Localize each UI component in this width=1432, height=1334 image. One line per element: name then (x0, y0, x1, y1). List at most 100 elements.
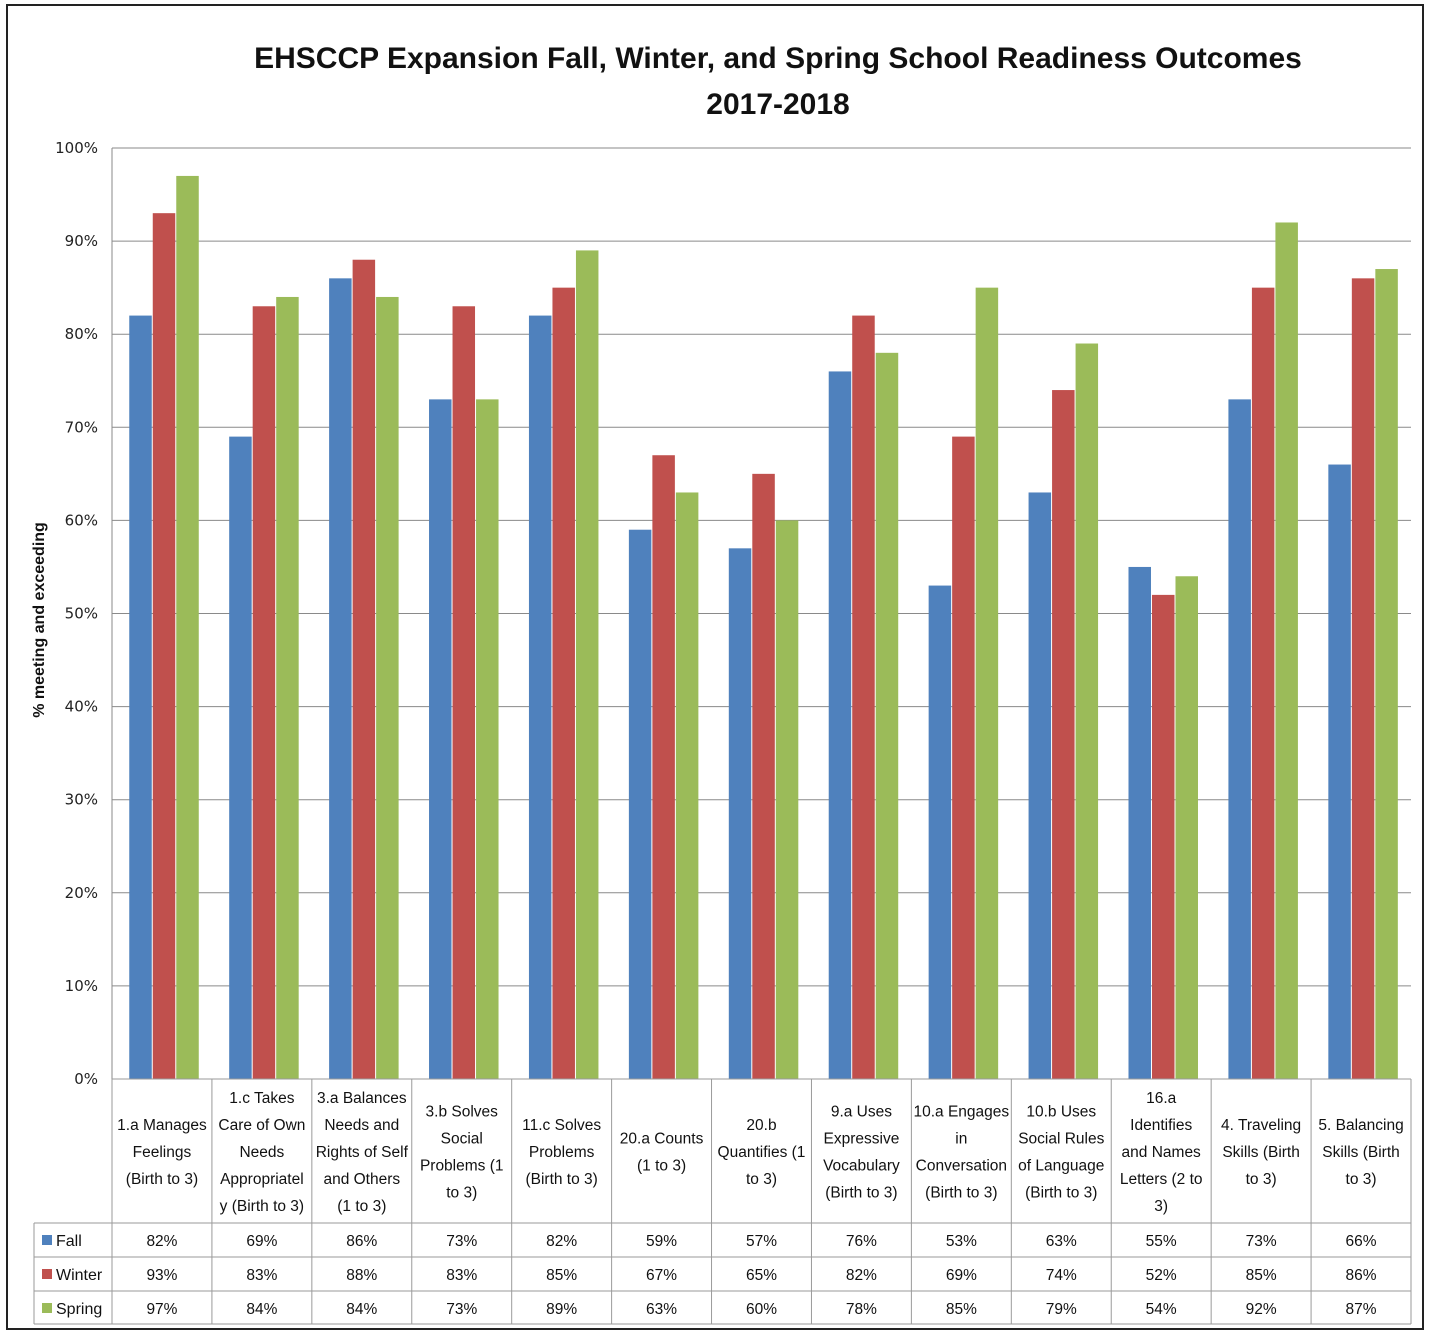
category-label-line: to 3) (746, 1171, 777, 1188)
category-label-line: Needs (239, 1144, 284, 1161)
category-label: 10.b Uses Social Rules of Language (Birth t… (1018, 1104, 1104, 1202)
bar-winter (952, 436, 975, 1079)
category-label: 11.c Solves Problems (Birth to 3) (522, 1117, 601, 1188)
y-tick-label: 50% (65, 605, 98, 623)
category-label-line: of Language (1018, 1158, 1104, 1175)
data-table-value: 82% (546, 1233, 577, 1250)
data-table-value: 65% (746, 1267, 777, 1284)
data-table-value: 84% (346, 1301, 377, 1318)
category-label: 5. Balancing Skills (Birth to 3) (1318, 1117, 1403, 1188)
bar-fall (728, 548, 752, 1079)
category-label-line: 1.a Manages (117, 1117, 207, 1134)
bar-fall (828, 371, 852, 1079)
bar-spring (476, 399, 499, 1079)
bar-spring (1275, 222, 1298, 1080)
data-table-value: 53% (946, 1233, 977, 1250)
category-label: 9.a Uses Expressive Vocabulary (Birth to 3) (823, 1104, 900, 1202)
y-tick-label: 100% (55, 139, 98, 157)
category-label-line: 20.b (746, 1117, 776, 1134)
category-label: 16.a Identifies and Names Letters (2 to 3) (1120, 1090, 1203, 1215)
category-label: 3.a Balances Needs and Rights of Self and O… (316, 1090, 409, 1215)
data-table-value: 85% (546, 1267, 577, 1284)
bar-winter (1151, 594, 1175, 1079)
category-label: 20.a Counts (1 to 3) (620, 1131, 704, 1175)
data-table-value: 74% (1046, 1267, 1077, 1284)
y-tick-label: 90% (65, 232, 98, 250)
data-table-value: 73% (446, 1233, 477, 1250)
data-table-value: 88% (346, 1267, 377, 1284)
category-label-line: 3.a Balances (317, 1090, 407, 1107)
chart-title: EHSCCP Expansion Fall, Winter, and Sprin… (254, 42, 1302, 75)
bar-winter (1351, 278, 1375, 1080)
data-table-value: 93% (146, 1267, 177, 1284)
bar-fall (129, 315, 152, 1080)
category-label: 1.c Takes Care of Own Needs Appropriatel y (… (218, 1090, 305, 1215)
bar-spring (975, 287, 999, 1079)
bar-spring (1375, 269, 1398, 1079)
data-table-value: 76% (846, 1233, 877, 1250)
category-label-line: 9.a Uses (831, 1104, 892, 1121)
category-label-line: Problems (529, 1144, 595, 1161)
y-tick-label: 60% (65, 511, 98, 529)
bar-winter (1052, 390, 1075, 1079)
bar-winter (1251, 287, 1275, 1079)
bar-winter (852, 315, 875, 1080)
data-table-value: 79% (1046, 1301, 1077, 1318)
category-label-line: to 3) (1246, 1171, 1277, 1188)
data-table-value: 83% (246, 1267, 277, 1284)
data-table-value: 84% (246, 1301, 277, 1318)
legend-key-fall (42, 1235, 52, 1245)
category-label: 10.a Engages in Conversation (Birth to 3) (914, 1104, 1010, 1202)
y-tick-label: 20% (65, 884, 98, 902)
bar-fall (628, 529, 652, 1079)
category-label-line: (Birth to 3) (925, 1185, 997, 1202)
category-label-line: Social Rules (1018, 1131, 1104, 1148)
bar-spring (1075, 343, 1099, 1079)
legend-label-fall: Fall (56, 1233, 82, 1250)
bar-fall (229, 436, 252, 1079)
bars (129, 175, 1398, 1080)
category-label-line: Quantifies (1 (718, 1144, 806, 1161)
category-label-line: 10.b Uses (1026, 1104, 1096, 1121)
data-table-value: 73% (1246, 1233, 1277, 1250)
category-label-line: Vocabulary (823, 1158, 900, 1175)
category-label: 3.b Solves Social Problems (1 to 3) (420, 1104, 504, 1202)
category-label-line: 3) (1154, 1198, 1168, 1215)
bar-winter (352, 259, 376, 1080)
data-table-value: 52% (1146, 1267, 1177, 1284)
category-label-line: 11.c Solves (522, 1117, 601, 1134)
category-label-line: Feelings (133, 1144, 192, 1161)
category-label-line: to 3) (1346, 1171, 1377, 1188)
category-label-line: 5. Balancing (1318, 1117, 1403, 1134)
bar-fall (1028, 492, 1052, 1080)
category-label-line: (Birth to 3) (825, 1185, 897, 1202)
data-table-value: 82% (146, 1233, 177, 1250)
category-label-line: to 3) (446, 1185, 477, 1202)
category-label: 4. Traveling Skills (Birth to 3) (1221, 1117, 1301, 1188)
bar-fall (1128, 566, 1151, 1079)
chart-canvas: EHSCCP Expansion Fall, Winter, and Sprin… (31, 42, 1412, 1325)
bar-spring (176, 175, 199, 1079)
legend-key-spring (42, 1303, 52, 1313)
y-tick-label: 10% (65, 977, 98, 995)
category-label-line: 16.a (1146, 1090, 1177, 1107)
data-table-value: 57% (746, 1233, 777, 1250)
category-label-line: 20.a Counts (620, 1131, 704, 1148)
bar-spring (875, 352, 899, 1079)
category-label-line: (Birth to 3) (525, 1171, 597, 1188)
category-label-line: (1 to 3) (337, 1198, 386, 1215)
bar-winter (752, 473, 775, 1080)
category-label-line: 10.a Engages (914, 1104, 1010, 1121)
bar-spring (276, 296, 299, 1080)
category-label-line: Care of Own (218, 1117, 305, 1134)
bar-winter (652, 455, 675, 1080)
y-axis-label: % meeting and exceeding (31, 522, 48, 718)
bar-fall (1328, 464, 1351, 1079)
bar-winter (552, 287, 575, 1079)
data-table-value: 63% (1046, 1233, 1077, 1250)
data-table-value: 60% (746, 1301, 777, 1318)
category-label-line: (Birth to 3) (1025, 1185, 1097, 1202)
data-table: 1.a Manages Feelings (Birth to 3) 1.c Takes… (33, 1078, 1412, 1325)
category-label-line: in (955, 1131, 967, 1148)
category-label: 1.a Manages Feelings (Birth to 3) (117, 1117, 207, 1188)
